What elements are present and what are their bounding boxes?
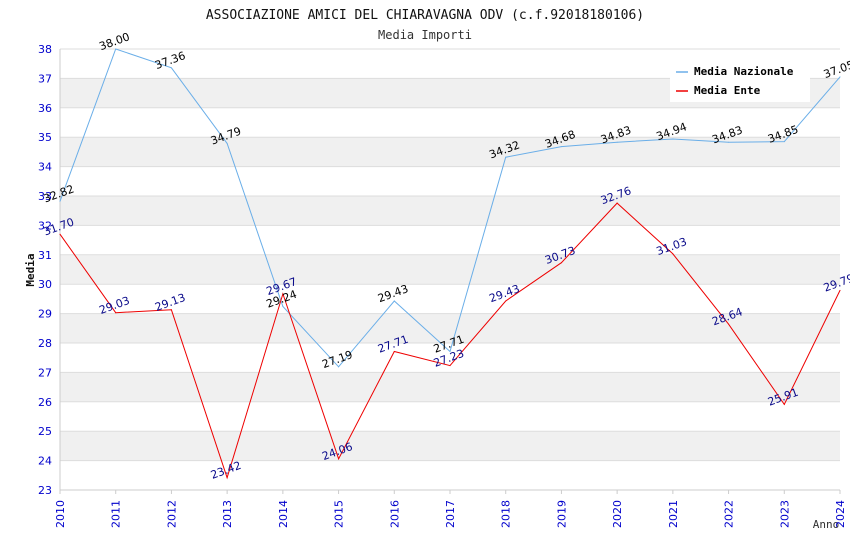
data-label: 37.05 (822, 58, 850, 81)
data-point (783, 403, 785, 405)
x-tick-label: 2022 (723, 500, 736, 528)
data-point (839, 76, 841, 78)
y-tick-label: 33 (38, 190, 52, 203)
x-tick-label: 2024 (834, 500, 847, 528)
y-tick-label: 30 (38, 278, 52, 291)
x-tick-label: 2021 (667, 500, 680, 528)
x-tick-label: 2015 (333, 500, 346, 528)
data-point (282, 306, 284, 308)
y-tick-label: 32 (38, 219, 52, 232)
y-tick-label: 29 (38, 308, 52, 321)
data-point (338, 366, 340, 368)
data-point (282, 293, 284, 295)
data-point (672, 138, 674, 140)
x-tick-label: 2018 (500, 500, 513, 528)
data-point (449, 365, 451, 367)
data-point (115, 312, 117, 314)
data-point (226, 477, 228, 479)
data-point (839, 289, 841, 291)
chart-subtitle: Media Importi (378, 28, 472, 42)
data-point (449, 351, 451, 353)
y-tick-label: 38 (38, 43, 52, 56)
data-point (59, 200, 61, 202)
data-point (505, 300, 507, 302)
y-tick-label: 24 (38, 455, 52, 468)
chart-title: ASSOCIAZIONE AMICI DEL CHIARAVAGNA ODV (… (206, 8, 644, 23)
band (60, 431, 840, 461)
data-point (115, 48, 117, 50)
data-point (672, 253, 674, 255)
y-tick-label: 26 (38, 396, 52, 409)
x-tick-label: 2014 (277, 500, 290, 528)
data-point (226, 142, 228, 144)
y-tick-label: 27 (38, 366, 52, 379)
data-point (616, 141, 618, 143)
data-label: 23.42 (209, 459, 243, 482)
x-tick-labels: 2010 2011 2012 2013 2014 2015 2016 2017 2018 2019… (54, 490, 847, 528)
band (60, 313, 840, 343)
x-tick-label: 2016 (388, 500, 401, 528)
y-tick-label: 34 (38, 161, 52, 174)
data-label: 37.36 (153, 49, 187, 72)
band (60, 137, 840, 167)
x-tick-label: 2023 (778, 500, 791, 528)
x-tick-label: 2017 (444, 500, 457, 528)
y-tick-label: 35 (38, 131, 52, 144)
data-point (170, 309, 172, 311)
x-tick-label: 2019 (555, 500, 568, 528)
y-tick-label: 37 (38, 72, 52, 85)
band (60, 196, 840, 226)
data-point (560, 262, 562, 264)
data-label: 29.13 (153, 291, 187, 314)
data-point (616, 202, 618, 204)
series-lines (59, 48, 841, 480)
x-tick-label: 2013 (221, 500, 234, 528)
band (60, 254, 840, 285)
legend-box (670, 60, 810, 102)
x-tick-label: 2011 (110, 500, 123, 528)
data-point (393, 351, 395, 353)
data-point (783, 141, 785, 143)
data-point (505, 156, 507, 158)
y-axis-title: Media (24, 253, 37, 286)
y-tick-labels: 23 24 25 26 27 28 29 30 31 32 33 34 35 36 37 38 (38, 43, 52, 497)
x-axis-title: Anno (813, 518, 840, 531)
background-bands (60, 78, 840, 461)
legend: Media Nazionale Media Ente (670, 60, 810, 102)
y-tick-label: 23 (38, 484, 52, 497)
data-point (560, 146, 562, 148)
band (60, 372, 840, 402)
x-tick-label: 2020 (611, 500, 624, 528)
data-point (170, 67, 172, 69)
legend-label-media-ente: Media Ente (694, 84, 761, 97)
data-label: 27.19 (320, 348, 354, 371)
data-point (728, 141, 730, 143)
x-tick-label: 2012 (165, 500, 178, 528)
legend-label-media-nazionale: Media Nazionale (694, 65, 794, 78)
y-tick-label: 28 (38, 337, 52, 350)
y-tick-label: 36 (38, 102, 52, 115)
data-label: 38.00 (97, 30, 131, 53)
data-point (338, 458, 340, 460)
data-point (59, 233, 61, 235)
x-tick-label: 2010 (54, 500, 67, 528)
data-point (728, 323, 730, 325)
y-tick-label: 25 (38, 425, 52, 438)
y-tick-label: 31 (38, 249, 52, 262)
data-point (393, 300, 395, 302)
